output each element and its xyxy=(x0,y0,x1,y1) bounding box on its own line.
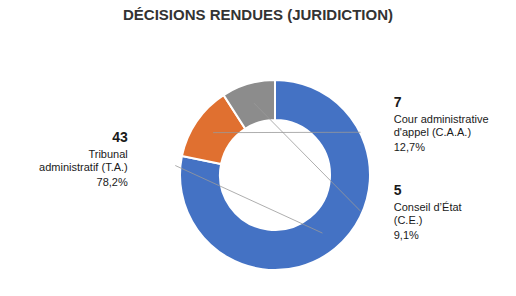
svg-text:43: 43 xyxy=(112,129,128,145)
svg-text:Cour administratived'appel (C.: Cour administratived'appel (C.A.A.) xyxy=(394,113,489,138)
svg-text:7: 7 xyxy=(394,94,402,110)
svg-text:78,2%: 78,2% xyxy=(97,176,128,188)
svg-text:Tribunaladministratif (T.A.): Tribunaladministratif (T.A.) xyxy=(39,148,128,173)
svg-text:12,7%: 12,7% xyxy=(394,141,425,153)
svg-text:Conseil d’État(C.E.): Conseil d’État(C.E.) xyxy=(394,201,462,226)
svg-text:5: 5 xyxy=(394,182,402,198)
html-text:DÉCISIONS RENDUES (JURIDICTION: DÉCISIONS RENDUES (JURIDICTION) xyxy=(123,6,393,23)
svg-text:9,1%: 9,1% xyxy=(394,229,419,241)
